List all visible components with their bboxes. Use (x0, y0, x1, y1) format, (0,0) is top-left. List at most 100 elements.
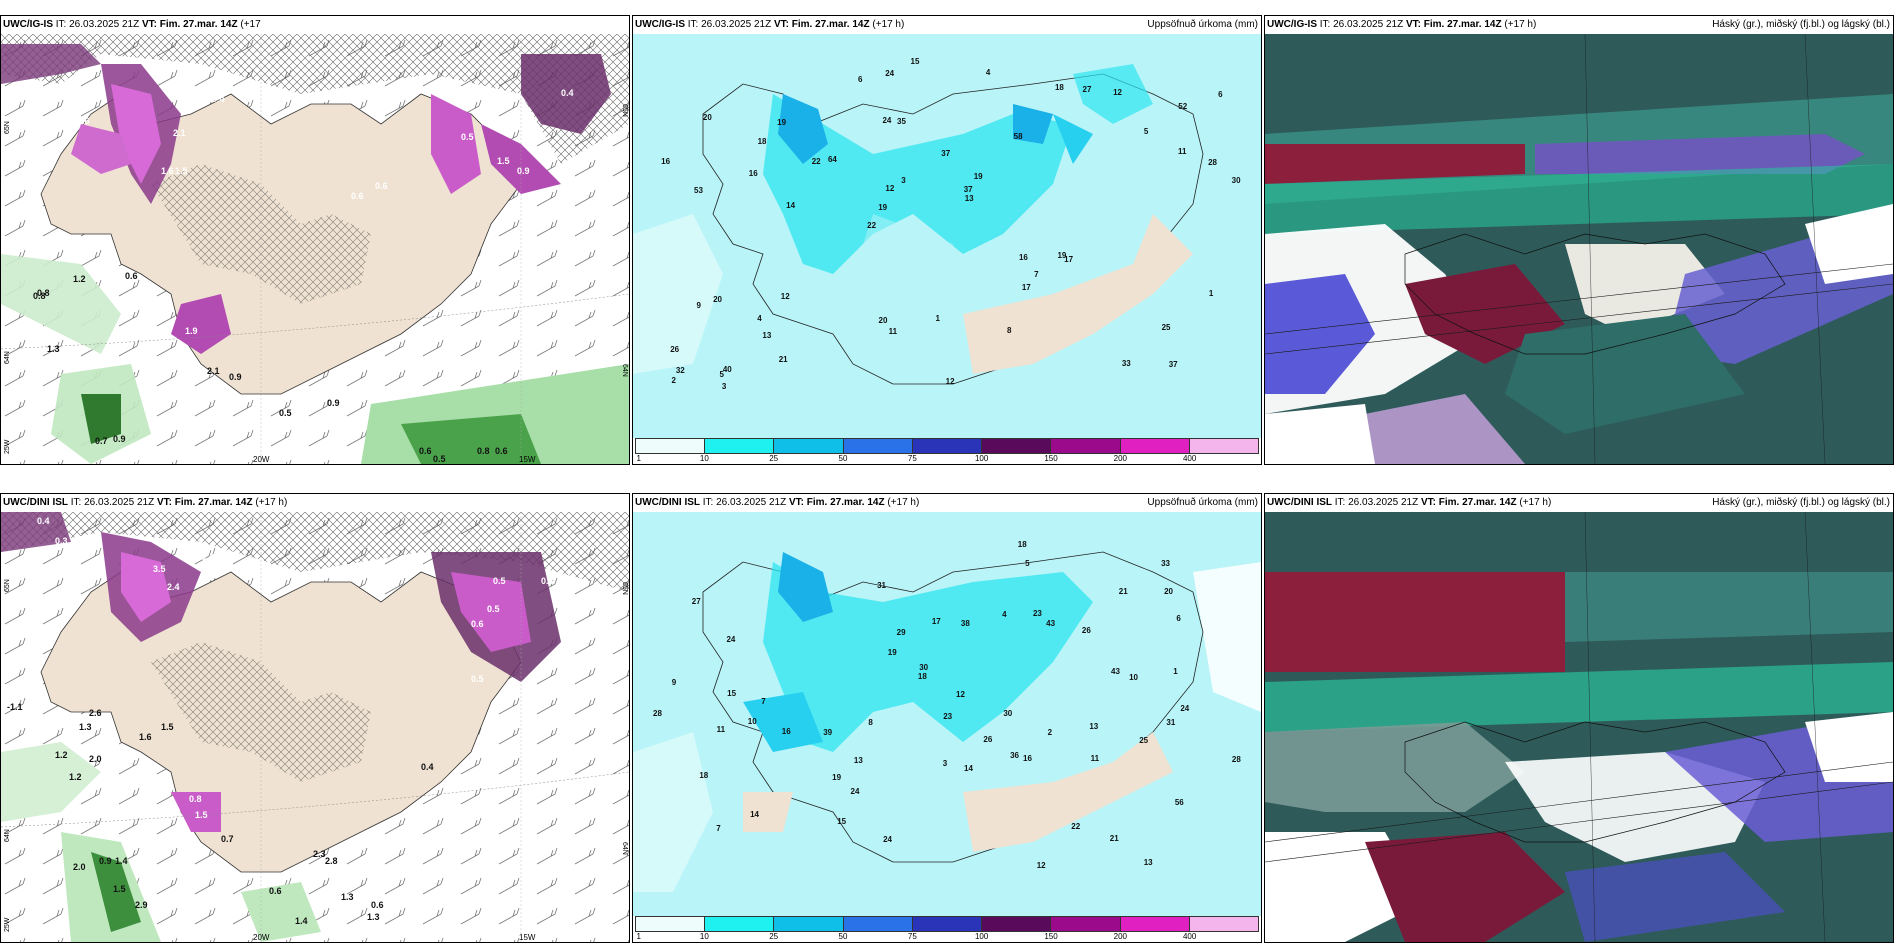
value-label: 0.8 (189, 794, 202, 804)
lon-label-right: 65N (621, 104, 628, 117)
precip-value: 4 (757, 313, 762, 323)
value-label: 2.0 (73, 862, 86, 872)
precip-value: 58 (1013, 132, 1023, 142)
precip-value: 1 (1208, 289, 1214, 299)
precip-value: 16 (1023, 753, 1032, 763)
vt-label: VT: (773, 19, 789, 30)
precip-value: 26 (1081, 625, 1091, 635)
map-title: Uppsöfnuð úrkoma (mm) (1147, 497, 1258, 508)
init-time: 26.03.2025 21Z (84, 497, 155, 508)
precip-value: 43 (1111, 666, 1120, 676)
lon-label-20w: 20W (253, 933, 270, 942)
valid-time: Fim. 27.mar. 14Z (159, 19, 238, 30)
value-label: 0.6 (375, 181, 388, 191)
precip-value: 38 (960, 619, 970, 629)
value-label: 2.9 (135, 900, 148, 910)
lat-label-25w: 25W (4, 917, 11, 932)
value-label: 0.6 (495, 446, 508, 456)
precip-value: 5 (1025, 559, 1030, 569)
lon-label-right2: 64N (621, 364, 628, 377)
value-label: 1.6 (161, 166, 174, 176)
lon-label-15w: 15W (519, 933, 536, 942)
value-label: 0.9 (99, 856, 112, 866)
value-label: 3.5 (153, 564, 166, 574)
legend-tick-label: 10 (699, 454, 709, 463)
vt-label: VT: (1405, 19, 1421, 30)
precip-value: 10 (747, 717, 757, 727)
init-time: 26.03.2025 21Z (701, 19, 772, 30)
panel-header: UWC/IG-IS IT: 26.03.2025 21Z VT: Fim. 27… (1, 16, 629, 34)
precip-value: 6 (1176, 614, 1181, 624)
precip-value: 35 (897, 117, 906, 127)
legend-swatch (774, 439, 844, 453)
value-label: 1.3 (367, 912, 380, 922)
precip-value: 11 (1178, 146, 1187, 156)
it-label: IT: (1319, 19, 1331, 30)
init-time: 26.03.2025 21Z (1333, 19, 1404, 30)
precip-value: 12 (956, 690, 965, 700)
value-label: 0.4 0.4 (197, 94, 225, 104)
value-label: 0.5 (279, 408, 292, 418)
map-title: Háský (gr.), miðský (fj.bl.) og lágský (… (1712, 497, 1890, 508)
map-panel-dini-precip: UWC/DINI ISL IT: 26.03.2025 21Z VT: Fim.… (632, 493, 1262, 943)
precip-value: 3 (721, 381, 727, 391)
precip-value: 24 (885, 69, 895, 79)
precip-value: 20 (702, 113, 712, 123)
precip-value: 16 (1018, 252, 1028, 262)
lon-label-right: 65N (621, 582, 628, 595)
legend-tick-label: 75 (907, 932, 917, 941)
precip-value: 24 (726, 635, 736, 644)
value-label: 2.1 (173, 128, 186, 138)
precip-value: 27 (1082, 84, 1092, 94)
precip-value: 16 (781, 727, 791, 737)
precip-value: 30 (1003, 708, 1013, 718)
precip-value: 13 (853, 755, 863, 765)
precip-value: 56 (1174, 797, 1184, 807)
value-label: 0.6 (269, 886, 282, 896)
lead-time: (+17 h) (255, 497, 288, 508)
legend-tick-label: 1 (636, 454, 641, 463)
precip-value: 14 (786, 200, 796, 210)
color-legend: 1 10 25 50 75 100 150 200 400 (633, 916, 1261, 942)
precip-value: 7 (761, 696, 766, 706)
value-label: 1.4 (295, 916, 308, 926)
precip-value: 37 (1168, 359, 1178, 369)
legend-swatch (843, 439, 913, 453)
value-label: 1.9 (185, 326, 198, 336)
precip-value: 28 (1208, 158, 1217, 168)
it-label: IT: (55, 19, 67, 30)
value-label: 0.3 (55, 536, 68, 546)
value-label: 0.4 (37, 516, 50, 526)
precip-value: 21 (1109, 833, 1119, 843)
legend-swatch (636, 917, 706, 931)
legend-tick-label: 50 (838, 454, 848, 463)
valid-time: Fim. 27.mar. 14Z (174, 497, 253, 508)
precip-value: 28 (1231, 754, 1241, 764)
value-label: 0.5 (487, 604, 500, 614)
precip-value: 5 (719, 369, 724, 379)
value-label: 0.8 (37, 288, 50, 298)
map-panel-ig-is-temperature: UWC/IG-IS IT: 26.03.2025 21Z VT: Fim. 27… (0, 15, 630, 465)
color-legend: 1 10 25 50 75 100 150 200 400 (633, 438, 1261, 464)
lat-label-25w: 25W (4, 439, 11, 454)
precip-value: 19 (777, 117, 787, 127)
precip-value: 16 (661, 156, 671, 166)
legend-swatch (1051, 917, 1121, 931)
precip-value: 12 (945, 377, 955, 387)
precip-value: 33 (1161, 558, 1170, 568)
value-label: 0.6 (125, 271, 138, 281)
precip-value: 12 (780, 292, 790, 302)
map-canvas (1265, 512, 1893, 942)
lead-time: (+17 h) (887, 497, 920, 508)
value-label: 0.9 (327, 398, 340, 408)
precip-value: 1 (935, 313, 940, 323)
legend-tick-label: 100 (974, 454, 989, 463)
precip-value: 11 (716, 724, 726, 734)
panel-header: UWC/DINI ISL IT: 26.03.2025 21Z VT: Fim.… (633, 494, 1261, 512)
precip-value: 26 (983, 734, 993, 744)
precip-value: 14 (750, 810, 759, 820)
lat-label-65n: 65N (4, 579, 11, 592)
value-label: 1.2 (73, 274, 86, 284)
precip-value: 19 (887, 648, 897, 658)
precip-value: 8 (868, 718, 873, 728)
